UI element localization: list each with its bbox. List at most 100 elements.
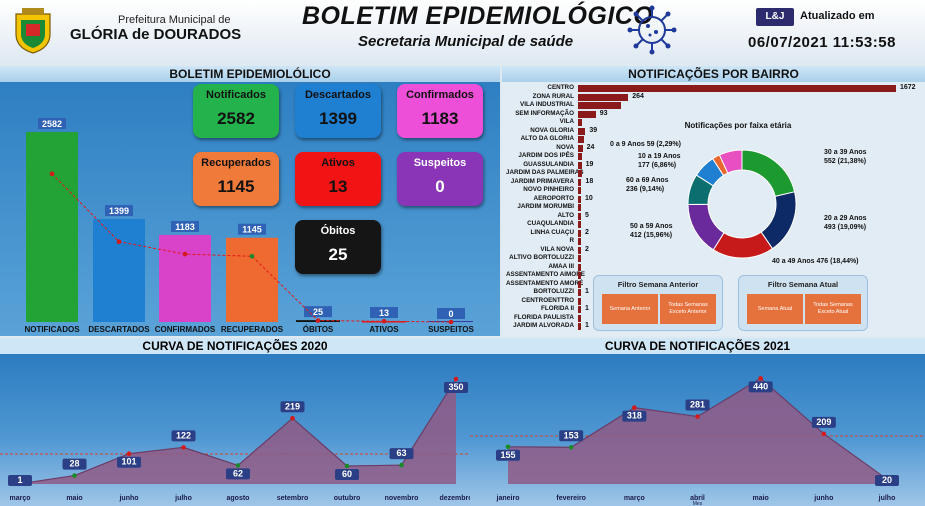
neighborhood-label: VILA (559, 118, 574, 125)
current-week-button[interactable]: Semana Atual (747, 294, 803, 324)
neighborhood-value: 1 (585, 305, 589, 312)
bar-value-bg (437, 308, 465, 319)
card-recuperados: Recuperados 1145 (193, 152, 279, 206)
neighborhood-bar (578, 178, 582, 186)
card-value: 0 (435, 177, 445, 196)
bar-category-label: RECUPERADOS (221, 325, 284, 334)
neighborhood-bar (578, 85, 896, 92)
curve-value-bg (496, 449, 520, 461)
curve-point (505, 444, 511, 450)
neighborhood-bar (578, 306, 581, 313)
curve-value-label: 63 (396, 448, 406, 458)
all-except-current-button[interactable]: Todas Semanas Exceto Atual (805, 294, 861, 324)
bar-value-label: 2582 (42, 119, 62, 129)
card-descartados: Descartados 1399 (295, 84, 381, 138)
curve-value-bg (171, 430, 196, 442)
card-value: 2582 (217, 109, 255, 128)
bar-value-bg (38, 118, 66, 129)
bar-category-label: DESCARTADOS (88, 325, 150, 334)
filter-current-week: Filtro Semana Atual Semana Atual Todas S… (738, 275, 868, 331)
neighborhood-value: 24 (586, 143, 595, 151)
neighborhood-bar (578, 119, 582, 126)
card-label: Notificados (206, 89, 266, 101)
neighborhood-bar (578, 136, 584, 143)
curve-value-bg (685, 399, 710, 411)
neighborhood-label: JARDIM PRIMAVERA (510, 177, 574, 185)
curve-2020-chart: 1 março 28 maio 101 junho 122 julho 62 agosto 219 s… (0, 376, 470, 502)
bar-value-label: 1399 (109, 206, 129, 216)
curve-value-bg (748, 381, 773, 393)
card-suspeitos: Suspeitos 0 (397, 152, 483, 206)
neighborhood-label: ALTO DA GLORIA (520, 135, 574, 142)
neighborhood-bar (578, 93, 629, 101)
city-name: GLÓRIA de DOURADOS (70, 26, 242, 43)
neighborhood-label: AEROPORTO (533, 194, 574, 202)
bar-value-bg (304, 306, 332, 318)
curve-value-label: 318 (627, 411, 642, 421)
bar-value-bg (370, 307, 398, 319)
neighborhood-bar (578, 297, 581, 305)
curve-2020-title: CURVA DE NOTIFICAÇÕES 2020 (142, 339, 328, 353)
curve-month-label: dezembro (439, 495, 470, 502)
card-confirmados: Confirmados 1183 (397, 84, 483, 138)
curve-month-label: março (9, 495, 30, 502)
neighborhood-bar (578, 170, 582, 177)
curve-point (235, 463, 241, 468)
card-value: 13 (328, 177, 348, 196)
card-label: Descartados (304, 89, 372, 101)
neighborhood-value: 1672 (900, 84, 916, 91)
neighborhood-label: CENTROENTTRO (521, 296, 574, 304)
curve-value-bg (559, 430, 584, 442)
neighborhood-value: 1 (585, 288, 589, 295)
previous-week-button[interactable]: Semana Anterior (602, 294, 658, 324)
neighborhood-label: AMAA III (548, 262, 574, 270)
bar-confirmados (159, 234, 211, 322)
trend-point (249, 253, 255, 259)
neighborhood-bar (578, 110, 596, 118)
curve-point (568, 444, 574, 450)
curve-value-label: 20 (882, 475, 892, 485)
neighborhood-value: 2 (585, 228, 589, 236)
card-label: Confirmados (406, 89, 474, 101)
neighborhood-value: 10 (585, 194, 593, 202)
neighborhood-bar (578, 153, 582, 160)
summary-bar-chart: 2582 NOTIFICADOS 1399 DESCARTADOS 1183 CONFIR… (24, 118, 474, 334)
curve-value-label: 153 (564, 430, 579, 440)
neighborhood-bar (578, 255, 581, 262)
neighborhood-label: ASSENTAMENTO AIMORE (506, 271, 585, 278)
company-logo: L&J (756, 8, 794, 26)
curve-value-bg (622, 410, 647, 422)
neighborhood-label: ALTO (557, 211, 574, 219)
trend-point (315, 318, 321, 323)
city-crest-logo (15, 8, 51, 54)
donut-label: 40 a 49 Anos 476 (18,44%) (772, 258, 859, 265)
neighborhood-bar (578, 127, 586, 135)
donut-label: 20 a 29 Anos (824, 215, 867, 222)
neighborhood-value: 5 (585, 211, 589, 219)
curve-value-bg (280, 401, 305, 413)
bar-category-label: CONFIRMADOS (155, 325, 216, 334)
neighborhood-label: NOVA (556, 143, 574, 151)
card-label: Suspeitos (413, 157, 467, 169)
bar-category-label: SUSPEITOS (428, 325, 474, 334)
neighborhood-label: NOVO PINHEIRO (523, 186, 574, 193)
curve-month-label: junho (813, 495, 833, 502)
curve-value-label: 101 (121, 457, 136, 467)
section-title-boletim: BOLETIM EPIDEMIOLÓLICO (0, 66, 500, 82)
bar-value-label: 0 (448, 309, 453, 319)
neighborhood-label: LINHA CUAÇU (530, 228, 575, 236)
neighborhood-label: R (569, 237, 574, 244)
curve-value-label: 122 (176, 430, 191, 440)
trend-point (116, 239, 122, 245)
curve-point (344, 463, 350, 469)
card-value: 1183 (421, 109, 459, 128)
donut-label: 10 a 19 Anos (638, 153, 681, 160)
curve-value-label: 1 (17, 475, 22, 485)
curve-value-label: 219 (285, 401, 300, 411)
curve-month-label: fevereiro (556, 495, 586, 502)
curve-value-label: 440 (753, 381, 768, 391)
all-except-previous-button[interactable]: Todas Semanas Exceto Anterior (660, 294, 716, 324)
curve-point (72, 473, 77, 478)
curve-value-bg (62, 458, 87, 470)
donut-label: 30 a 39 Anos (824, 149, 867, 156)
